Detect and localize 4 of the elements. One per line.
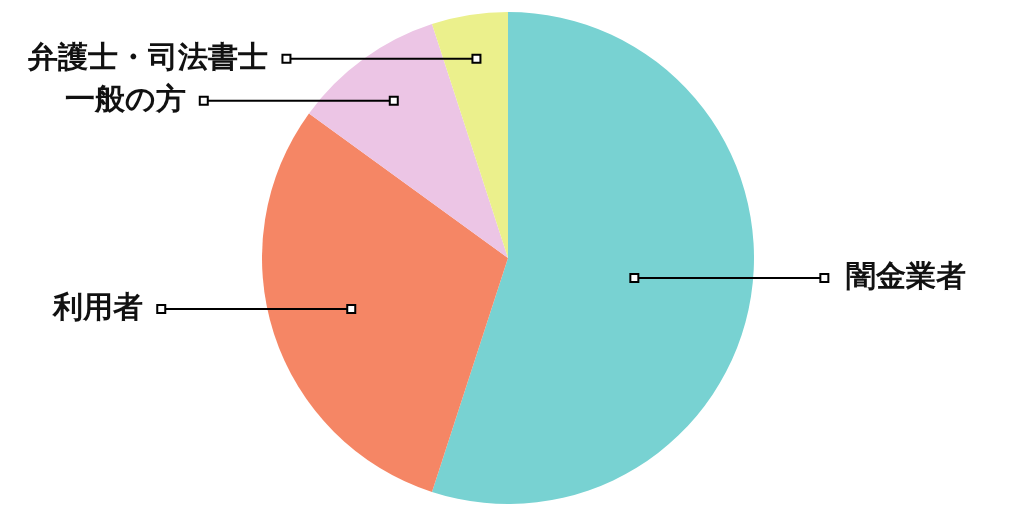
slice-label: 闇金業者 <box>846 257 967 293</box>
slice-label: 一般の方 <box>64 80 186 116</box>
slice-label: 弁護士・司法書士 <box>27 38 269 74</box>
slice-label: 利用者 <box>52 288 144 324</box>
